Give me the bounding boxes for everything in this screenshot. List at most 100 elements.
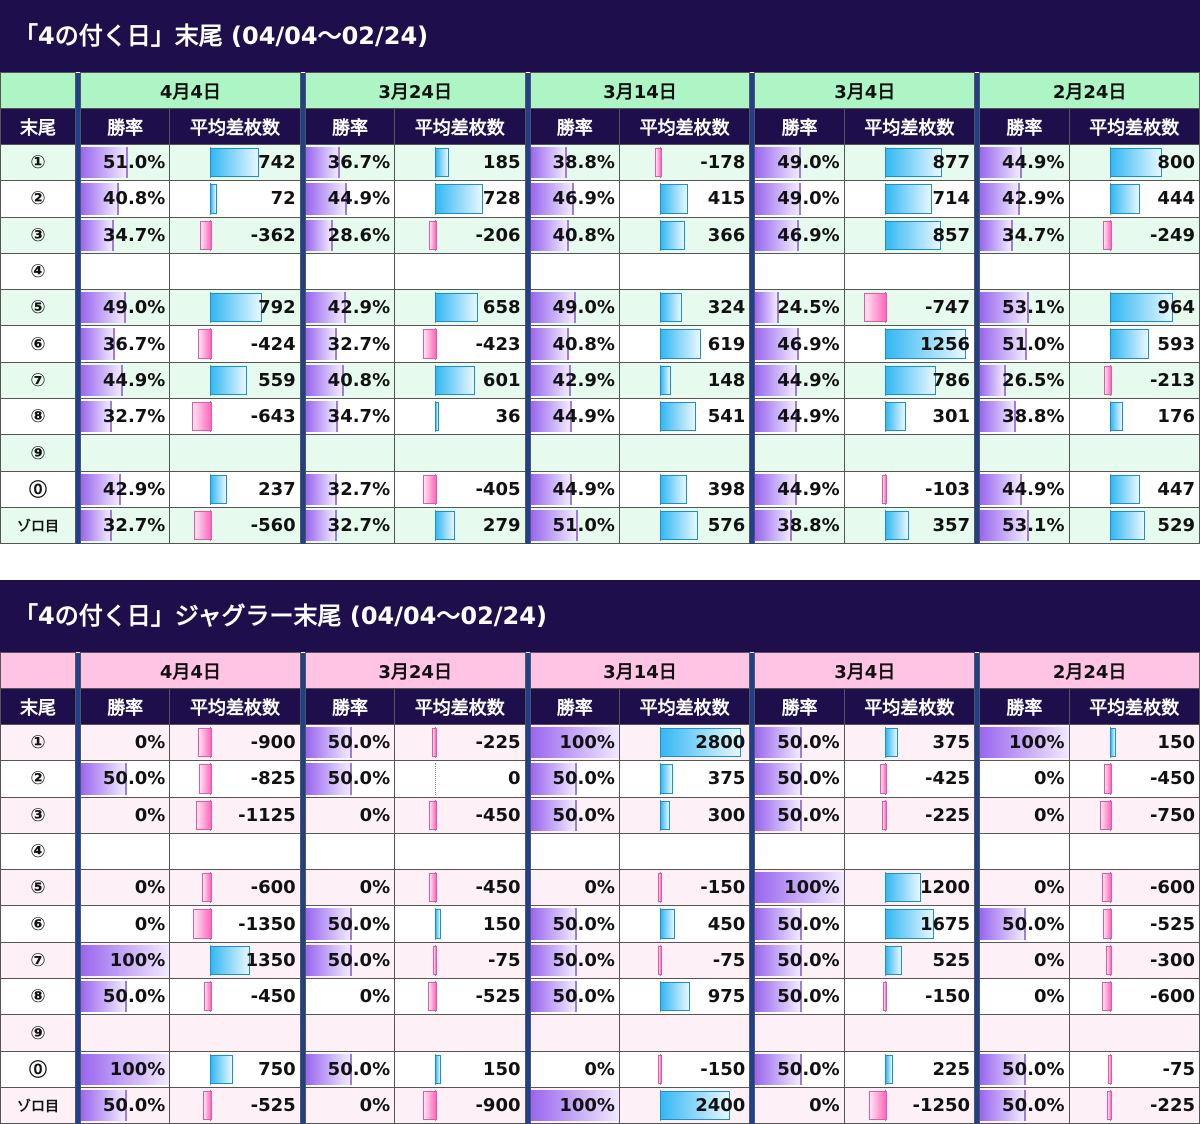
win-rate-bar	[81, 1089, 128, 1122]
negative-diff-bar	[423, 329, 438, 359]
avg-diff-cell: 742	[169, 143, 301, 182]
avg-diff-cell: -249	[1068, 216, 1200, 254]
win-rate-value: 50.0%	[102, 768, 166, 790]
avg-diff-cell: 601	[394, 361, 526, 400]
avg-diff-cell: 593	[1068, 325, 1200, 363]
positive-diff-bar	[659, 474, 687, 504]
win-rate-bar	[980, 1089, 1027, 1122]
positive-diff-bar	[210, 184, 218, 214]
win-rate-cell: 40.8%	[304, 361, 396, 400]
column-separator	[75, 760, 81, 798]
win-rate-cell	[304, 434, 396, 472]
column-separator	[300, 688, 306, 725]
positive-diff-bar	[1109, 148, 1162, 178]
column-separator	[75, 217, 81, 254]
column-separator	[300, 108, 306, 145]
win-rate-bar	[755, 727, 802, 759]
row-label: ⑨	[0, 1014, 76, 1052]
column-header-diff: 平均差枚数	[1068, 688, 1200, 725]
win-rate-cell: 53.1%	[979, 506, 1070, 545]
column-separator	[75, 434, 81, 472]
avg-diff-value: -560	[250, 515, 296, 537]
win-rate-bar	[755, 401, 798, 433]
column-separator	[300, 72, 306, 109]
table-row: ⑧ 32.7% -643 34.7% 36 44.9% 541 44.9% 301 38.8% 17…	[0, 398, 1200, 436]
win-rate-cell: 46.9%	[529, 180, 620, 218]
win-rate-value: 44.9%	[777, 478, 840, 500]
column-separator	[525, 217, 531, 254]
win-rate-value: 50.0%	[777, 986, 840, 1008]
win-rate-bar	[755, 292, 780, 324]
column-separator	[974, 507, 980, 544]
win-rate-cell: 49.0%	[754, 180, 845, 218]
win-rate-value: 0%	[1033, 986, 1065, 1008]
avg-diff-cell: -75	[618, 941, 751, 980]
negative-diff-bar	[203, 1090, 213, 1121]
win-rate-cell: 0%	[80, 869, 171, 907]
win-rate-cell: 0%	[529, 1050, 620, 1088]
win-rate-cell: 44.9%	[754, 398, 845, 436]
avg-diff-cell: -1350	[169, 905, 301, 943]
win-rate-cell: 50.0%	[979, 1050, 1070, 1088]
win-rate-value	[390, 841, 393, 862]
column-separator	[749, 507, 755, 544]
win-rate-cell: 50.0%	[754, 1050, 845, 1088]
avg-diff-cell: 450	[618, 905, 751, 943]
avg-diff-cell: 792	[169, 289, 301, 327]
win-rate-value: 50.0%	[1002, 1058, 1065, 1080]
win-rate-bar	[755, 799, 802, 831]
avg-diff-cell: -225	[1068, 1086, 1200, 1124]
avg-diff-cell: 559	[169, 361, 301, 400]
win-rate-value: 0%	[1033, 877, 1065, 899]
win-rate-value: 44.9%	[552, 478, 615, 500]
avg-diff-cell	[843, 434, 976, 472]
column-separator	[75, 108, 81, 145]
win-rate-cell: 49.0%	[529, 289, 620, 327]
win-rate-value: 44.9%	[1002, 478, 1065, 500]
win-rate-cell: 51.0%	[80, 143, 171, 182]
table-row: ① 51.0% 742 36.7% 185 38.8% -178 49.0% 877 44.9% 8…	[0, 143, 1200, 182]
win-rate-cell	[754, 434, 845, 472]
avg-diff-value: 450	[707, 913, 746, 935]
win-rate-cell: 42.9%	[979, 180, 1070, 218]
avg-diff-value: -900	[475, 1095, 521, 1117]
avg-diff-value: 877	[932, 152, 971, 174]
win-rate-bar	[531, 473, 573, 505]
avg-diff-value: 148	[707, 369, 746, 391]
negative-diff-bar	[1106, 1090, 1112, 1121]
avg-diff-cell: 150	[394, 1050, 526, 1088]
avg-diff-value: -1125	[238, 804, 296, 826]
win-rate-cell: 0%	[304, 869, 396, 907]
avg-diff-cell: 176	[1068, 398, 1200, 436]
avg-diff-cell: -423	[394, 325, 526, 363]
avg-diff-cell: 800	[1068, 143, 1200, 182]
column-separator	[300, 1014, 306, 1052]
column-separator	[75, 289, 81, 326]
avg-diff-cell: -600	[169, 869, 301, 907]
positive-diff-bar	[210, 1054, 234, 1084]
win-rate-value	[390, 443, 393, 464]
column-header-rate: 勝率	[529, 688, 620, 725]
column-separator	[749, 144, 755, 181]
negative-diff-bar	[882, 982, 887, 1012]
win-rate-cell: 44.9%	[529, 470, 620, 508]
avg-diff-value: -825	[250, 768, 296, 790]
positive-diff-bar	[659, 764, 673, 794]
avg-diff-value: 72	[270, 188, 296, 210]
row-label: ③	[0, 796, 76, 834]
avg-diff-cell: -600	[1068, 978, 1200, 1016]
win-rate-cell	[80, 434, 171, 472]
avg-diff-cell: 714	[843, 180, 976, 218]
table-row: ② 40.8% 72 44.9% 728 46.9% 415 49.0% 714 42.9% 444	[0, 180, 1200, 218]
win-rate-value: 34.7%	[327, 406, 391, 428]
avg-diff-value: -525	[1149, 913, 1195, 935]
avg-diff-value: 237	[258, 478, 296, 500]
positive-diff-bar	[884, 510, 909, 541]
avg-diff-cell: 415	[618, 180, 751, 218]
column-header-rate: 勝率	[304, 688, 396, 725]
win-rate-value	[840, 841, 843, 862]
avg-diff-value: 975	[707, 986, 746, 1008]
column-separator	[300, 434, 306, 472]
column-header-rate: 勝率	[979, 688, 1070, 725]
win-rate-value: 44.9%	[1002, 152, 1065, 174]
